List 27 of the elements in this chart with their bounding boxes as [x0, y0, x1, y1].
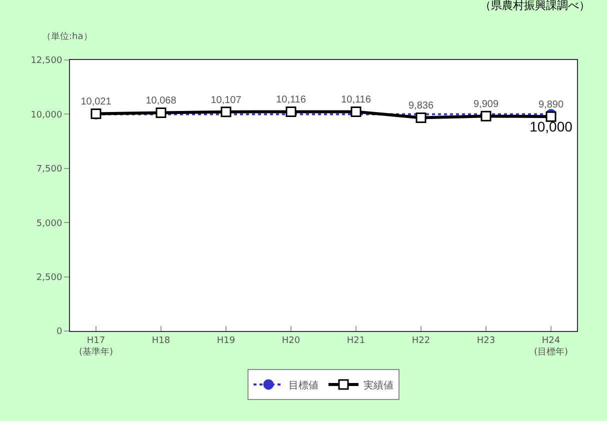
data-label: 9,909	[473, 99, 499, 110]
x-tick-label: H23	[476, 336, 496, 346]
y-tick-label: 12,500	[30, 56, 62, 66]
y-tick-label: 0	[56, 327, 62, 338]
data-label: 9,890	[538, 99, 564, 110]
data-label: 10,107	[210, 94, 242, 106]
y-tick-label: 10,000	[30, 110, 62, 120]
data-label: 9,836	[408, 100, 434, 112]
data-label: 10,021	[80, 96, 112, 108]
text: （単位:ha）	[42, 31, 92, 42]
x-tick-label: H24 (目標年)	[534, 336, 568, 358]
data-label: 10,068	[146, 96, 177, 107]
y-tick-label: 2,500	[36, 272, 62, 283]
data-label: 10,000	[530, 118, 573, 134]
x-tick-label: H19	[216, 336, 236, 346]
x-tick-label: H18	[152, 336, 170, 346]
x-tick-label: H20	[282, 336, 300, 346]
y-tick-label: 7,500	[36, 164, 62, 175]
legend-label: 目標値	[288, 379, 318, 392]
x-tick-label: H22	[412, 336, 430, 346]
x-tick-label: H21	[346, 336, 366, 346]
text: （県農村振興課調べ）	[480, 0, 590, 12]
data-label: 10,116	[276, 94, 306, 106]
y-tick-label: 5,000	[36, 218, 62, 229]
x-tick-label: H17 (基準年)	[78, 336, 114, 358]
legend-label: 実績値	[364, 379, 394, 392]
data-label: 10,116	[341, 94, 372, 106]
